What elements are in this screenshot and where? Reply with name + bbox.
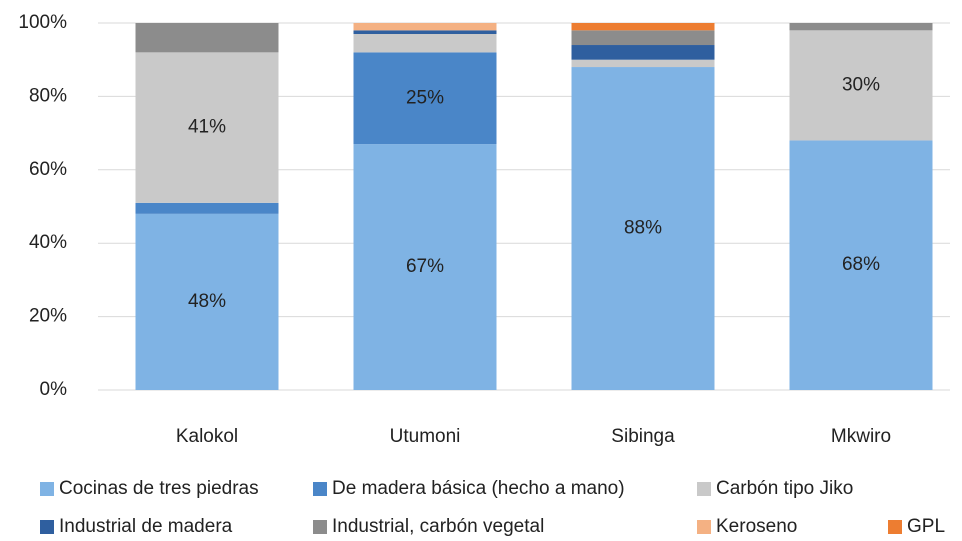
y-tick-label: 60% xyxy=(29,159,67,180)
x-tick-label: Mkwiro xyxy=(831,426,891,447)
y-tick-label: 40% xyxy=(29,232,67,253)
bar-segment xyxy=(135,202,279,214)
data-label: 48% xyxy=(188,291,226,312)
x-tick-label: Kalokol xyxy=(176,426,238,447)
legend-label: GPL xyxy=(907,516,945,537)
bar-segment xyxy=(571,23,715,31)
data-label: 41% xyxy=(188,117,226,138)
data-label: 88% xyxy=(624,218,662,239)
legend-label: Carbón tipo Jiko xyxy=(716,478,853,499)
data-label: 67% xyxy=(406,256,444,277)
y-tick-label: 100% xyxy=(18,12,67,33)
legend-label: Cocinas de tres piedras xyxy=(59,478,259,499)
bar-segment xyxy=(353,34,497,53)
legend-swatch xyxy=(313,482,327,496)
bar-segment xyxy=(135,213,279,390)
data-label: 68% xyxy=(842,254,880,275)
x-tick-label: Sibinga xyxy=(611,426,675,447)
data-label: 30% xyxy=(842,74,880,95)
legend-swatch xyxy=(697,520,711,534)
legend-swatch xyxy=(888,520,902,534)
legend-swatch xyxy=(40,520,54,534)
y-tick-label: 0% xyxy=(40,379,68,400)
legend-label: Keroseno xyxy=(716,516,797,537)
bar-segment xyxy=(353,144,497,390)
bar-segment xyxy=(789,23,933,31)
bar-segment xyxy=(571,67,715,390)
legend-label: De madera básica (hecho a mano) xyxy=(332,478,625,499)
legend-swatch xyxy=(697,482,711,496)
legend-swatch xyxy=(40,482,54,496)
bar-segment xyxy=(135,52,279,203)
data-label: 25% xyxy=(406,87,444,108)
y-tick-label: 20% xyxy=(29,306,67,327)
bar-segment xyxy=(789,140,933,390)
legend-label: Industrial, carbón vegetal xyxy=(332,516,544,537)
bar-segment xyxy=(571,45,715,60)
x-tick-label: Utumoni xyxy=(390,426,461,447)
bar-segment xyxy=(135,23,279,53)
y-tick-label: 80% xyxy=(29,85,67,106)
bar-segment xyxy=(353,30,497,35)
legend-label: Industrial de madera xyxy=(59,516,233,537)
bar-segment xyxy=(353,23,497,31)
bar-segment xyxy=(353,52,497,145)
bar-segment xyxy=(571,30,715,46)
bar-segment xyxy=(789,30,933,141)
legend-swatch xyxy=(313,520,327,534)
bar-segment xyxy=(571,59,715,68)
